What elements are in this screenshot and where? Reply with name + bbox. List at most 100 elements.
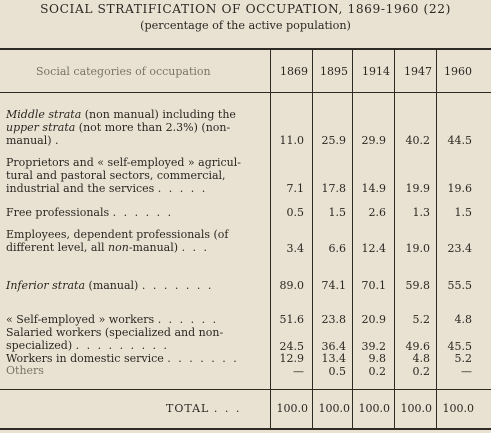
self-employed-1869: 51.6: [279, 313, 305, 326]
row-domestic-service: Workers in domestic service . . . . . . …: [6, 352, 239, 365]
total-1960: 100.0: [442, 402, 475, 415]
year-header-1914: 1914: [362, 65, 390, 78]
inferior-1960: 55.5: [447, 279, 473, 292]
middle-1869: 11.0: [279, 134, 305, 147]
free-1947: 1.3: [412, 206, 431, 219]
row-others: Others: [6, 364, 44, 377]
inferior-1947: 59.8: [405, 279, 431, 292]
row-employees-line2: different level, all non-manual) . . .: [6, 241, 209, 254]
free-professionals-leader-dots: . . . . . .: [112, 206, 174, 219]
row-employees-line1: Employees, dependent professionals (of: [6, 228, 229, 241]
header-bottom-rule: [0, 92, 491, 93]
total-1947: 100.0: [400, 402, 433, 415]
middle-1914: 29.9: [361, 134, 387, 147]
row-salaried-line1: Salaried workers (specialized and non-: [6, 326, 224, 339]
column-rule-3: [352, 48, 353, 429]
table-subtitle: (percentage of the active population): [140, 19, 351, 32]
proprietors-1895: 17.8: [321, 182, 347, 195]
row-proprietors-line2: tural and pastoral sectors, commercial,: [6, 169, 226, 182]
employees-line2-a: different level, all: [6, 241, 109, 254]
row-proprietors-line3: industrial and the services . . . . .: [6, 182, 207, 195]
upper-strata-text: (not more than 2.3%) (non-: [75, 121, 231, 134]
proprietors-1914: 14.9: [361, 182, 387, 195]
proprietors-line3-text: industrial and the services: [6, 182, 155, 195]
domestic-1914: 9.8: [368, 352, 387, 365]
row-middle-strata-line2: upper strata (not more than 2.3%) (non-: [6, 121, 230, 134]
middle-1895: 25.9: [321, 134, 347, 147]
self-employed-text: « Self-employed » workers: [6, 313, 155, 326]
free-professionals-text: Free professionals: [6, 206, 110, 219]
column-rule-5: [436, 48, 437, 429]
domestic-text: Workers in domestic service: [6, 352, 164, 365]
others-1895: 0.5: [328, 365, 347, 378]
employees-line2-italic: non: [108, 241, 129, 254]
domestic-1960: 5.2: [454, 352, 473, 365]
others-1914: 0.2: [368, 365, 387, 378]
row-self-employed: « Self-employed » workers . . . . . .: [6, 313, 218, 326]
free-1869: 0.5: [286, 206, 305, 219]
total-1895: 100.0: [318, 402, 351, 415]
proprietors-leader-dots: . . . . .: [157, 182, 208, 195]
domestic-1947: 4.8: [412, 352, 431, 365]
others-1947: 0.2: [412, 365, 431, 378]
employees-1914: 12.4: [361, 242, 387, 255]
free-1895: 1.5: [328, 206, 347, 219]
salaried-leader-dots: . . . . . . . . .: [75, 339, 170, 352]
proprietors-1947: 19.9: [405, 182, 431, 195]
year-header-1869: 1869: [280, 65, 308, 78]
row-salaried-line2: specialized) . . . . . . . . .: [6, 339, 169, 352]
salaried-1914: 39.2: [361, 340, 387, 353]
inferior-strata-italic: Inferior strata: [6, 279, 86, 292]
salaried-line2-text: specialized): [6, 339, 73, 352]
middle-1960: 44.5: [447, 134, 473, 147]
total-top-rule: [0, 389, 491, 390]
year-header-1895: 1895: [320, 65, 348, 78]
row-middle-strata-line1: Middle strata (non manual) including the: [6, 108, 236, 121]
category-header: Social categories of occupation: [36, 65, 211, 78]
domestic-1869: 12.9: [279, 352, 305, 365]
inferior-1914: 70.1: [361, 279, 387, 292]
row-free-professionals: Free professionals . . . . . .: [6, 206, 173, 219]
proprietors-1960: 19.6: [447, 182, 473, 195]
total-1869: 100.0: [276, 402, 309, 415]
total-1914: 100.0: [358, 402, 391, 415]
total-leader-dots: . . .: [213, 402, 242, 415]
employees-leader-dots: . . .: [181, 241, 210, 254]
middle-strata-text: (non manual) including the: [81, 108, 236, 121]
employees-1869: 3.4: [286, 242, 305, 255]
salaried-1960: 45.5: [447, 340, 473, 353]
salaried-1895: 36.4: [321, 340, 347, 353]
row-proprietors-line1: Proprietors and « self-employed » agricu…: [6, 156, 241, 169]
self-employed-1914: 20.9: [361, 313, 387, 326]
column-rule-2: [312, 48, 313, 429]
bottom-rule: [0, 428, 491, 430]
salaried-1947: 49.6: [405, 340, 431, 353]
inferior-strata-text: (manual): [85, 279, 139, 292]
total-label: TOTAL: [166, 402, 210, 415]
domestic-1895: 13.4: [321, 352, 347, 365]
middle-1947: 40.2: [405, 134, 431, 147]
row-total: TOTAL . . .: [166, 402, 241, 415]
employees-1947: 19.0: [405, 242, 431, 255]
free-1960: 1.5: [454, 206, 473, 219]
inferior-leader-dots: . . . . . . .: [141, 279, 214, 292]
inferior-1869: 89.0: [279, 279, 305, 292]
inferior-1895: 74.1: [321, 279, 347, 292]
column-rule-4: [394, 48, 395, 429]
upper-strata-italic: upper strata: [6, 121, 76, 134]
others-1869: —: [293, 365, 304, 378]
top-rule: [0, 48, 491, 50]
salaried-1869: 24.5: [279, 340, 305, 353]
domestic-leader-dots: . . . . . . .: [167, 352, 239, 365]
employees-1960: 23.4: [447, 242, 473, 255]
employees-line2-b: -manual): [128, 241, 179, 254]
year-header-1947: 1947: [404, 65, 432, 78]
row-middle-strata-line3: manual) .: [6, 134, 59, 147]
self-employed-leader-dots: . . . . . .: [157, 313, 219, 326]
employees-1895: 6.6: [328, 242, 347, 255]
proprietors-1869: 7.1: [286, 182, 305, 195]
self-employed-1895: 23.8: [321, 313, 347, 326]
column-rule-1: [270, 48, 271, 429]
row-inferior-strata: Inferior strata (manual) . . . . . . .: [6, 279, 213, 292]
